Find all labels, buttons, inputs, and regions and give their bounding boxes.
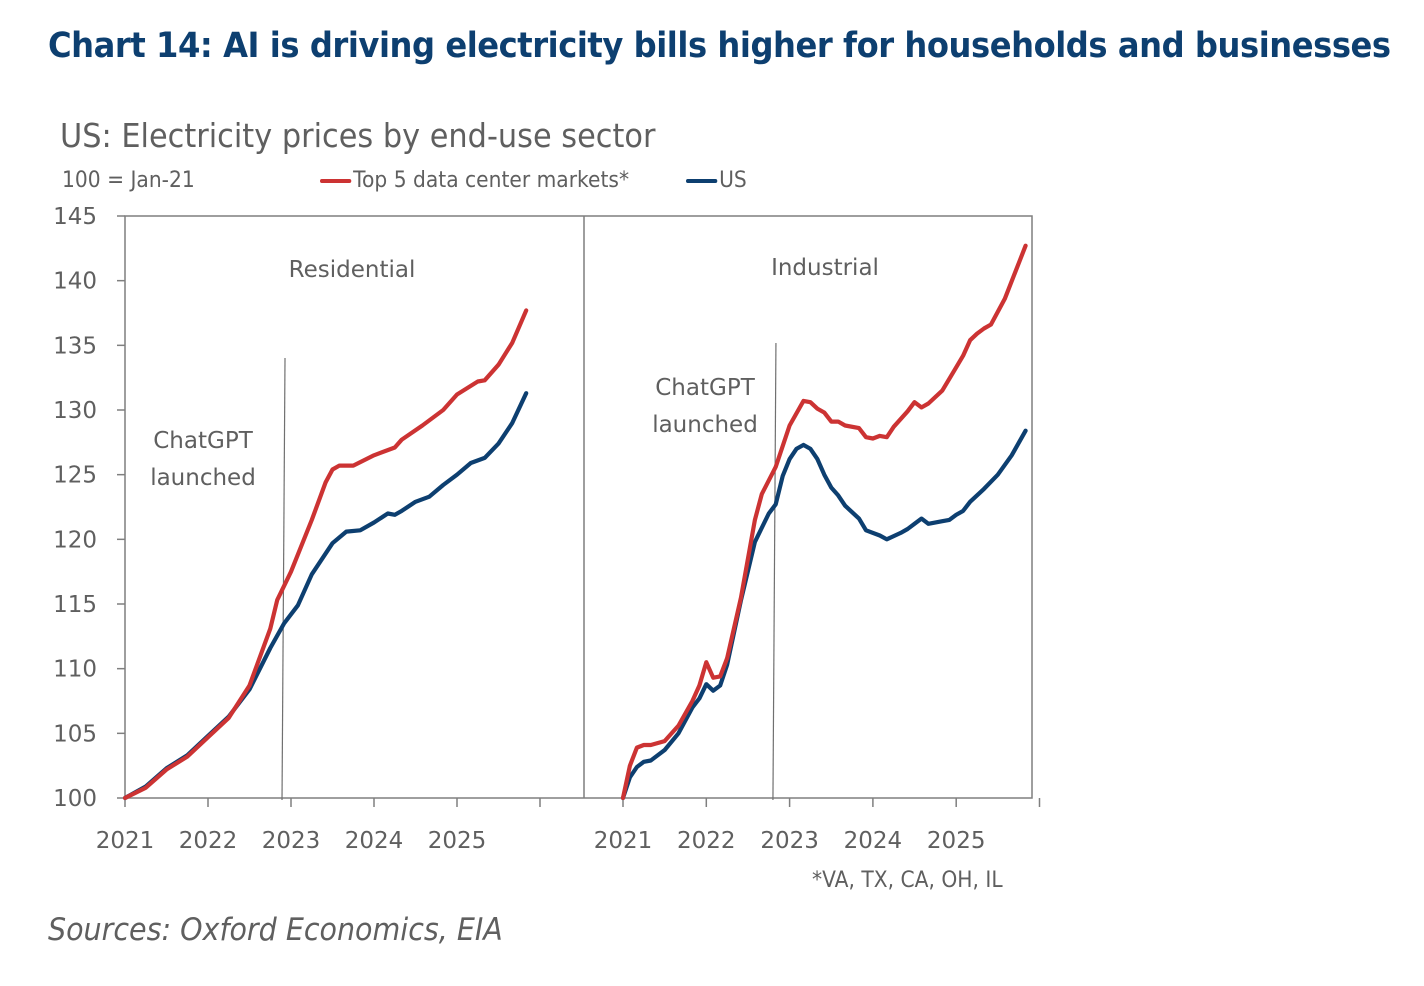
y-tick-label: 125 — [53, 463, 97, 489]
y-tick-label: 120 — [53, 527, 97, 553]
chart-title: Chart 14: AI is driving electricity bill… — [48, 26, 1391, 66]
y-tick-label: 110 — [53, 657, 97, 683]
sources-note: Sources: Oxford Economics, EIA — [48, 912, 503, 948]
y-tick-label: 105 — [53, 721, 97, 747]
plot-frame — [124, 215, 1033, 799]
axes: 100 105 110 115 120 125 130 135 140 145 — [53, 204, 1033, 812]
series-line-us — [620, 428, 1028, 801]
y-tick-label: 145 — [53, 204, 97, 230]
legend-item-top5: Top 5 data center markets* — [320, 168, 629, 193]
chatgpt-annotation-text: ChatGPT — [153, 428, 253, 454]
footnote: *VA, TX, CA, OH, IL — [812, 868, 1003, 893]
x-tick-label: 2024 — [844, 828, 903, 854]
panel-residential: 2021 2022 2023 2024 2025 Residential ChatGPT la… — [96, 257, 541, 854]
legend-swatch-top5 — [320, 178, 352, 183]
x-tick-label: 2022 — [677, 828, 736, 854]
chart-subtitle: US: Electricity prices by end-use sector — [60, 116, 656, 155]
y-tick-label: 115 — [53, 592, 97, 618]
panels: 2021 2022 2023 2024 2025 Residential ChatGPT la… — [96, 243, 1041, 854]
x-tick-label: 2021 — [594, 828, 653, 854]
x-tick-label: 2025 — [428, 828, 487, 854]
chatgpt-annotation-text: ChatGPT — [655, 375, 755, 401]
y-tick-label: 135 — [53, 333, 97, 359]
series-line-top5 — [620, 243, 1028, 801]
x-tick-label: 2021 — [96, 828, 155, 854]
legend-item-us: US — [685, 168, 747, 193]
legend: Top 5 data center markets* US — [320, 168, 782, 193]
index-base-note: 100 = Jan-21 — [62, 168, 195, 193]
x-tick-label: 2023 — [760, 828, 819, 854]
panel-label: Industrial — [771, 255, 879, 281]
x-tick-label: 2024 — [345, 828, 404, 854]
chatgpt-annotation-text: launched — [652, 412, 758, 438]
x-tick-label: 2025 — [927, 828, 986, 854]
y-tick-label: 130 — [53, 398, 97, 424]
legend-swatch-us — [685, 178, 718, 183]
y-tick-label: 140 — [53, 269, 97, 295]
panel-label: Residential — [289, 257, 416, 283]
chatgpt-annotation-text: launched — [150, 465, 256, 491]
legend-label-top5: Top 5 data center markets* — [353, 168, 630, 193]
chatgpt-launch-marker — [281, 357, 286, 801]
series-line-top5 — [122, 308, 529, 801]
x-tick-label: 2022 — [179, 828, 238, 854]
legend-label-us: US — [719, 168, 747, 193]
chatgpt-launch-marker — [772, 342, 777, 801]
y-tick-label: 100 — [53, 786, 97, 812]
panel-industrial: 2021 2022 2023 2024 2025 Industrial ChatGPT lau… — [594, 243, 1041, 854]
x-tick-label: 2023 — [262, 828, 321, 854]
